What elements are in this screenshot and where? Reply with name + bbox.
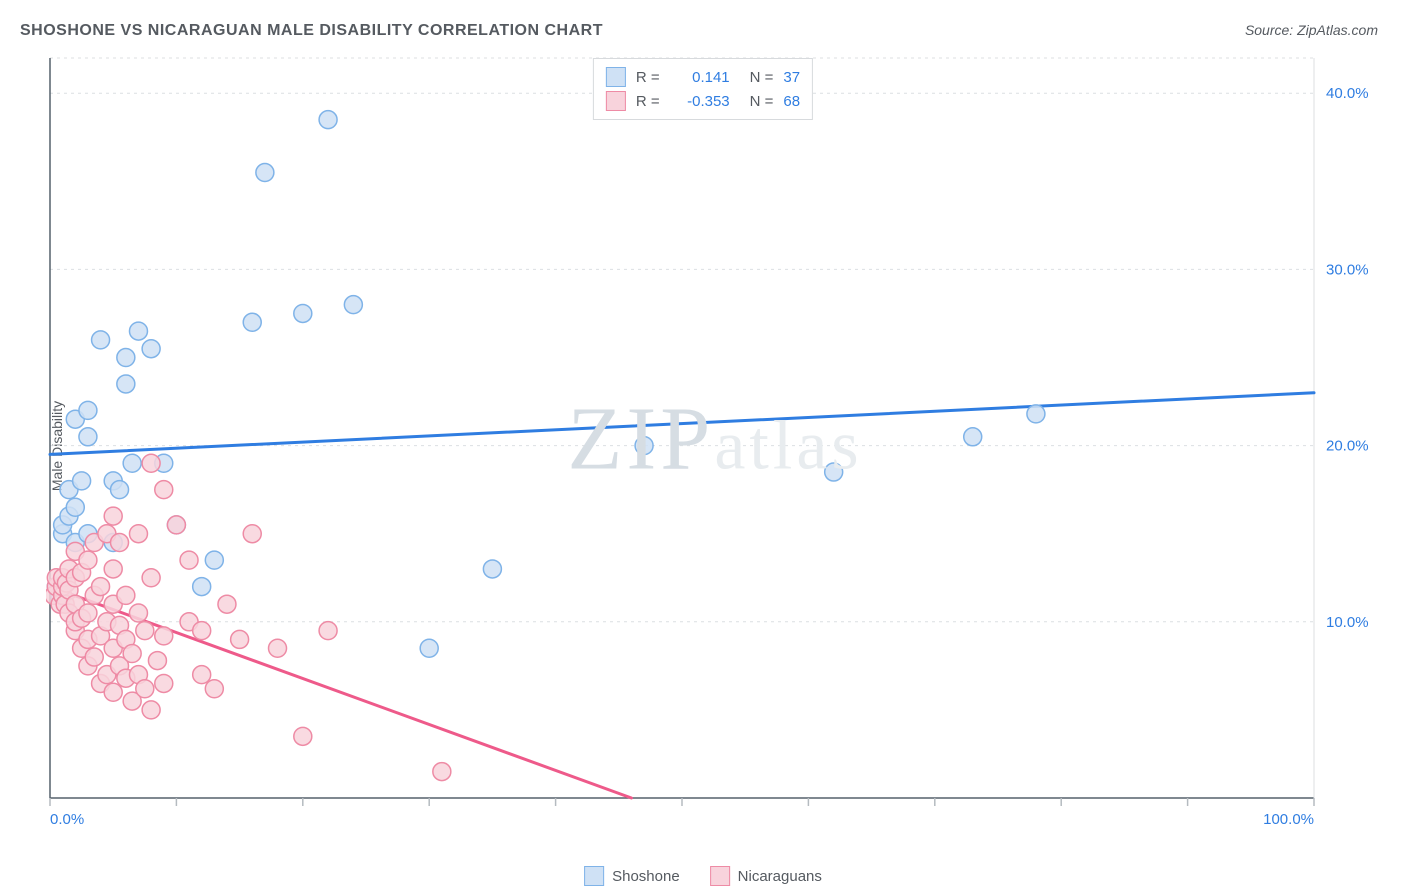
n-label: N = <box>750 93 774 110</box>
swatch-shoshone <box>584 866 604 886</box>
legend-item-shoshone: Shoshone <box>584 866 680 886</box>
legend-label: Nicaraguans <box>738 868 822 885</box>
legend-correlation: R = 0.141 N = 37 R = -0.353 N = 68 <box>593 58 813 120</box>
swatch-nicaraguans <box>606 91 626 111</box>
swatch-shoshone <box>606 67 626 87</box>
svg-text:20.0%: 20.0% <box>1326 438 1369 455</box>
svg-text:40.0%: 40.0% <box>1326 85 1369 102</box>
legend-series: Shoshone Nicaraguans <box>584 866 822 886</box>
legend-label: Shoshone <box>612 868 680 885</box>
scatter-chart: 10.0% 20.0% 30.0% 40.0% 0.0% 100.0% <box>46 54 1384 834</box>
legend-item-nicaraguans: Nicaraguans <box>710 866 822 886</box>
n-value: 68 <box>783 93 800 110</box>
n-label: N = <box>750 69 774 86</box>
chart-title: SHOSHONE VS NICARAGUAN MALE DISABILITY C… <box>20 22 603 40</box>
plot-area: ZIPatlas 10.0%20.0%30.0%40.0%0.0%100.0% <box>46 54 1384 834</box>
legend-row-shoshone: R = 0.141 N = 37 <box>606 65 800 89</box>
legend-row-nicaraguans: R = -0.353 N = 68 <box>606 89 800 113</box>
r-value: -0.353 <box>670 93 730 110</box>
svg-text:0.0%: 0.0% <box>50 811 84 828</box>
n-value: 37 <box>783 69 800 86</box>
r-value: 0.141 <box>670 69 730 86</box>
svg-text:30.0%: 30.0% <box>1326 261 1369 278</box>
swatch-nicaraguans <box>710 866 730 886</box>
svg-text:100.0%: 100.0% <box>1263 811 1314 828</box>
source-text: Source: ZipAtlas.com <box>1245 22 1378 38</box>
r-label: R = <box>636 93 660 110</box>
r-label: R = <box>636 69 660 86</box>
svg-text:10.0%: 10.0% <box>1326 614 1369 631</box>
